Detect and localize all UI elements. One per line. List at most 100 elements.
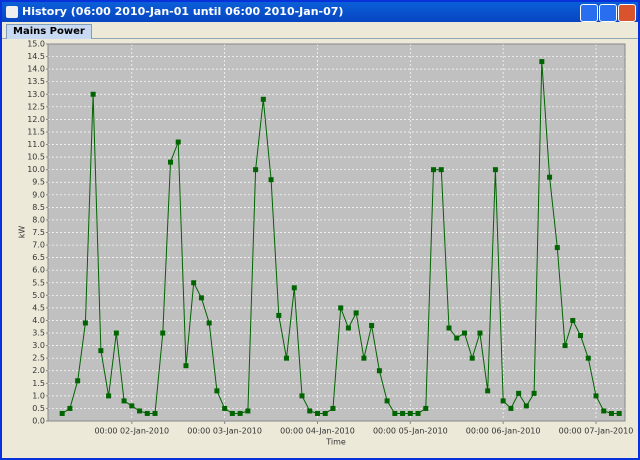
window-icon [6, 6, 18, 18]
data-point [531, 390, 537, 396]
data-point [82, 320, 88, 326]
data-point [376, 368, 382, 374]
data-point [268, 177, 274, 183]
window-title: History (06:00 2010-Jan-01 until 06:00 2… [22, 5, 344, 18]
data-point [67, 405, 73, 411]
data-point [90, 91, 96, 97]
data-point [291, 285, 297, 291]
data-point [492, 167, 498, 173]
data-point [608, 410, 614, 416]
data-point [338, 305, 344, 311]
data-point [75, 378, 81, 384]
y-tick-label: 15.0 [27, 40, 45, 49]
data-point [183, 363, 189, 369]
data-point [299, 393, 305, 399]
data-point [260, 96, 266, 102]
data-point [175, 139, 181, 145]
data-point [392, 410, 398, 416]
y-tick-label: 7.0 [32, 241, 45, 250]
data-point [616, 410, 622, 416]
data-point [485, 388, 491, 394]
y-tick-label: 14.5 [27, 52, 45, 61]
data-point [593, 393, 599, 399]
data-point [314, 410, 320, 416]
y-tick-label: 3.5 [32, 329, 45, 338]
data-point [400, 410, 406, 416]
y-tick-label: 10.5 [27, 153, 45, 162]
data-point [477, 330, 483, 336]
data-point [570, 317, 576, 323]
y-tick-label: 11.5 [27, 127, 45, 136]
y-tick-label: 3.0 [32, 341, 45, 350]
y-tick-label: 6.0 [32, 266, 45, 275]
x-tick-label: 00:00 03-Jan-2010 [187, 427, 262, 436]
data-point [330, 405, 336, 411]
data-point [345, 325, 351, 331]
y-tick-label: 13.5 [27, 77, 45, 86]
x-tick-label: 00:00 05-Jan-2010 [373, 427, 448, 436]
data-point [539, 59, 545, 65]
data-point [554, 245, 560, 251]
data-point [245, 408, 251, 414]
data-point [454, 335, 460, 341]
data-point [438, 167, 444, 173]
tab-row: Mains Power [2, 22, 638, 39]
y-tick-label: 11.0 [27, 140, 45, 149]
data-point [407, 410, 413, 416]
data-point [423, 405, 429, 411]
data-point [446, 325, 452, 331]
data-point [129, 403, 135, 409]
y-tick-label: 12.0 [27, 115, 45, 124]
data-point [601, 408, 607, 414]
data-point [237, 410, 243, 416]
x-axis-label: Time [325, 438, 346, 447]
y-tick-label: 4.5 [32, 303, 45, 312]
data-point [547, 174, 553, 180]
data-point [415, 410, 421, 416]
y-tick-label: 9.0 [32, 190, 45, 199]
minimize-button[interactable] [580, 4, 598, 22]
data-point [361, 355, 367, 361]
y-tick-label: 8.0 [32, 215, 45, 224]
data-point [253, 167, 259, 173]
y-tick-label: 7.5 [32, 228, 45, 237]
data-point [500, 398, 506, 404]
x-tick-label: 00:00 06-Jan-2010 [466, 427, 541, 436]
data-point [307, 408, 313, 414]
plot-border [47, 43, 626, 422]
data-point [369, 322, 375, 328]
data-point [214, 388, 220, 394]
data-point [508, 405, 514, 411]
data-point [198, 295, 204, 301]
data-point [121, 398, 127, 404]
data-point [585, 355, 591, 361]
x-tick-label: 00:00 07-Jan-2010 [559, 427, 634, 436]
data-point [276, 312, 282, 318]
data-point [578, 333, 584, 339]
data-point [523, 403, 529, 409]
data-point [206, 320, 212, 326]
y-tick-label: 2.5 [32, 354, 45, 363]
close-button[interactable] [618, 4, 636, 22]
data-point [106, 393, 112, 399]
data-point [516, 390, 522, 396]
data-point [222, 405, 228, 411]
data-point [431, 167, 437, 173]
data-point [160, 330, 166, 336]
data-point [322, 410, 328, 416]
data-point [113, 330, 119, 336]
title-bar: History (06:00 2010-Jan-01 until 06:00 2… [2, 2, 638, 22]
chart: Time kW 0.0 0.5 1.0 1.5 2.0 2.5 3.0 3.5 4.0 4.5 5.… [18, 40, 634, 447]
tab[interactable]: Mains Power [6, 24, 92, 39]
maximize-button[interactable] [599, 4, 617, 22]
data-point [137, 408, 143, 414]
y-tick-label: 12.5 [27, 102, 45, 111]
data-point [461, 330, 467, 336]
y-axis-label: kW [18, 226, 27, 239]
y-tick-label: 0.0 [32, 417, 45, 426]
data-point [98, 348, 104, 354]
data-point [144, 410, 150, 416]
y-tick-label: 14.0 [27, 65, 45, 74]
y-tick-label: 0.5 [32, 404, 45, 413]
data-point [284, 355, 290, 361]
